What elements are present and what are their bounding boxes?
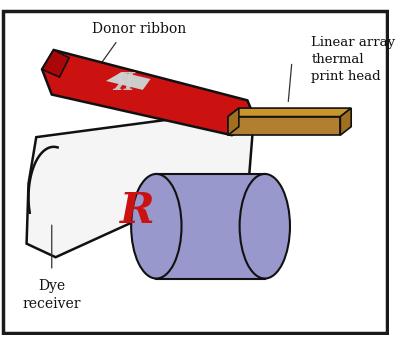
Polygon shape — [106, 72, 150, 90]
Text: Linear array
thermal
print head: Linear array thermal print head — [310, 36, 394, 83]
FancyBboxPatch shape — [3, 11, 386, 333]
Polygon shape — [227, 117, 339, 135]
Text: Я: Я — [113, 71, 133, 95]
Polygon shape — [339, 108, 351, 135]
Polygon shape — [42, 50, 69, 77]
Text: Dye
receiver: Dye receiver — [22, 279, 81, 311]
Polygon shape — [27, 112, 253, 257]
Polygon shape — [42, 50, 256, 135]
Ellipse shape — [239, 174, 289, 279]
Polygon shape — [227, 108, 351, 117]
Ellipse shape — [131, 174, 181, 279]
Text: R: R — [119, 190, 154, 232]
Text: Donor ribbon: Donor ribbon — [92, 22, 186, 36]
Polygon shape — [227, 108, 238, 135]
Polygon shape — [156, 174, 264, 279]
